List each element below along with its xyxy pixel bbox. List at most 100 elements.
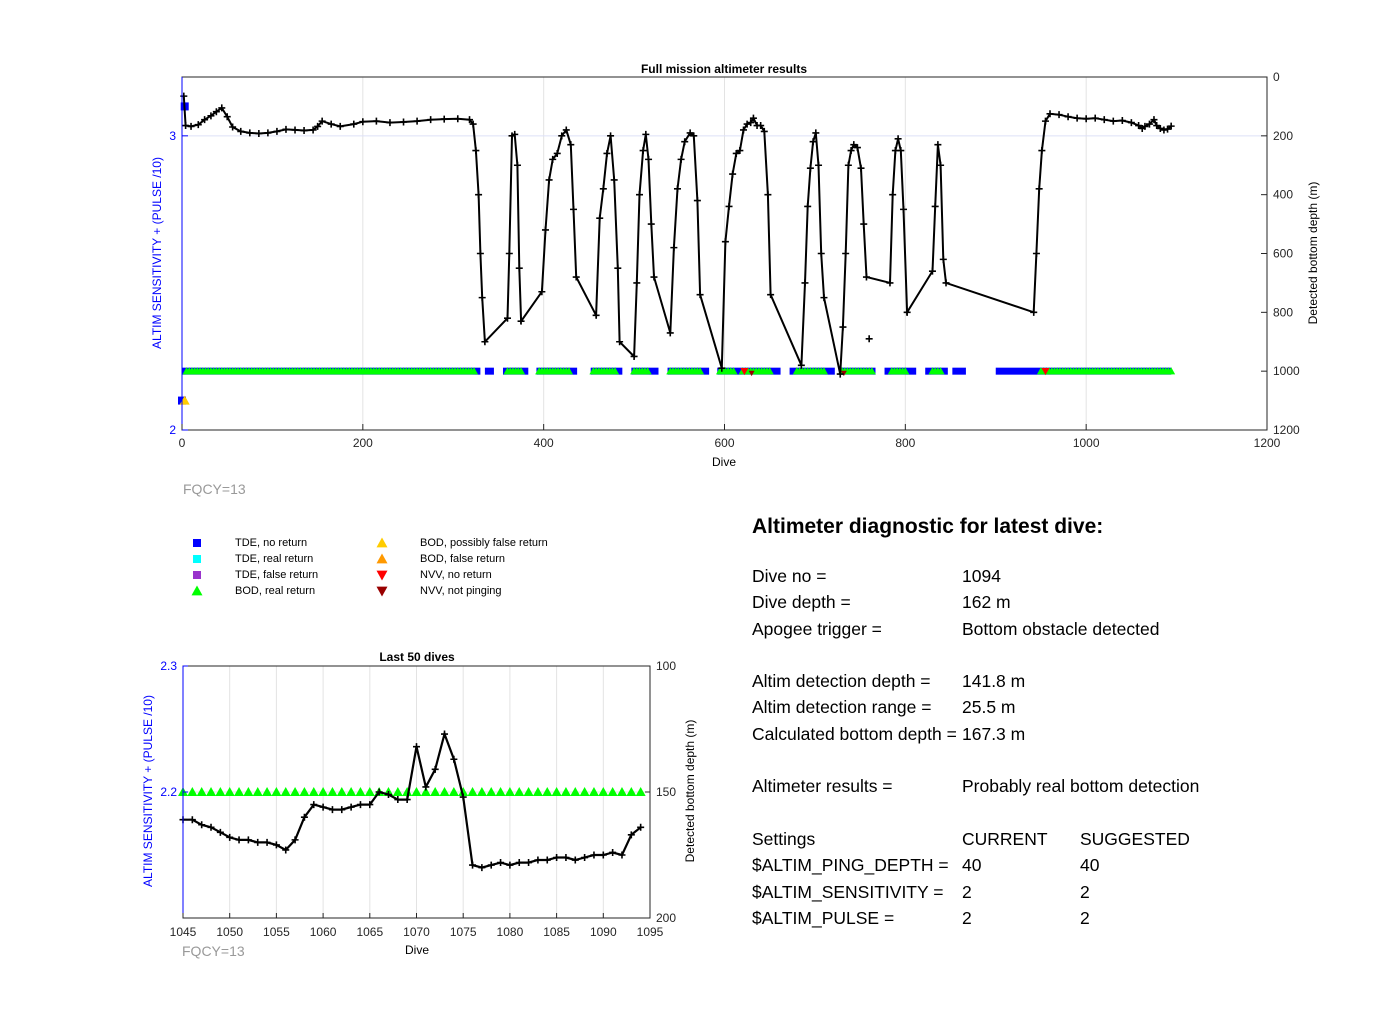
small-x-tick-label: 1080 — [497, 925, 524, 939]
depth-point — [549, 155, 557, 163]
depth-point — [1100, 116, 1108, 124]
depth-point — [372, 117, 380, 125]
square-marker-icon — [193, 571, 201, 579]
small-depth-point — [226, 833, 234, 841]
depth-point — [475, 191, 483, 199]
bod-real-return-marker — [570, 787, 581, 796]
legend-swatch — [376, 570, 388, 581]
main-right-tick-label: 400 — [1273, 188, 1293, 202]
small-depth-point — [534, 856, 542, 864]
depth-point — [757, 122, 765, 130]
small-depth-point — [272, 841, 280, 849]
main-x-label: Dive — [712, 455, 736, 469]
depth-point — [1153, 122, 1161, 130]
depth-point — [592, 311, 600, 319]
depth-point — [511, 130, 519, 138]
small-depth-point — [207, 823, 215, 831]
depth-point — [931, 202, 939, 210]
diag-row-detection-depth: Altim detection depth = 141.8 m — [752, 671, 1026, 692]
tde-no-return-marker — [952, 367, 966, 375]
bod-real-return-marker — [318, 787, 329, 796]
bod-real-return-marker — [1167, 367, 1176, 375]
depth-point — [427, 116, 435, 124]
small-depth-point — [581, 854, 589, 862]
depth-point — [1030, 308, 1038, 316]
depth-point — [264, 129, 272, 137]
legend-swatch — [376, 586, 388, 597]
depth-point — [693, 197, 701, 205]
depth-point — [1073, 114, 1081, 122]
depth-point — [603, 149, 611, 157]
bod-real-return-marker — [196, 787, 207, 796]
small-depth-point — [553, 854, 561, 862]
bod-real-return-marker — [262, 787, 273, 796]
small-depth-point — [328, 806, 336, 814]
diag-row-altimeter-results: Altimeter results = Probably real bottom … — [752, 776, 1200, 797]
depth-point — [327, 120, 335, 128]
bod-real-return-marker — [504, 787, 515, 796]
diag-row-dive-depth: Dive depth = 162 m — [752, 592, 1011, 613]
small-depth-point — [198, 821, 206, 829]
depth-point — [815, 161, 823, 169]
bod-real-return-marker — [439, 787, 450, 796]
small-x-tick-label: 1065 — [356, 925, 383, 939]
small-x-tick-label: 1070 — [403, 925, 430, 939]
depth-point — [673, 185, 681, 193]
bod-real-return-marker — [411, 787, 422, 796]
small-depth-point — [487, 861, 495, 869]
depth-point — [207, 112, 215, 120]
nvv-not-pinging-marker — [840, 370, 847, 377]
depth-point — [309, 126, 317, 134]
depth-point — [1041, 117, 1049, 125]
depth-point — [743, 120, 751, 128]
depth-point — [505, 250, 513, 257]
depth-point — [844, 161, 852, 169]
depth-point — [545, 176, 553, 184]
small-depth-point — [356, 801, 364, 809]
depth-point — [300, 127, 308, 135]
depth-point — [633, 279, 641, 287]
depth-point — [1038, 147, 1046, 155]
depth-point — [570, 205, 578, 213]
depth-point — [839, 323, 847, 331]
depth-point — [599, 185, 607, 193]
small-left-y-label: ALTIM SENSITIVITY + (PULSE /10) — [141, 695, 155, 887]
small-depth-point — [291, 836, 299, 844]
small-depth-point — [627, 831, 635, 839]
bod-real-return-marker — [564, 367, 573, 375]
depth-point — [610, 176, 618, 184]
depth-point — [481, 338, 489, 346]
depth-point — [218, 104, 226, 112]
depth-point — [934, 141, 942, 149]
depth-point — [865, 335, 873, 343]
bod-real-return-marker — [187, 787, 198, 796]
small-depth-point — [254, 838, 262, 846]
bod-real-return-marker — [224, 787, 235, 796]
setting-sensitivity: $ALTIM_SENSITIVITY = 2 2 — [752, 881, 1090, 902]
depth-point — [809, 138, 817, 146]
small-depth-point — [571, 856, 579, 864]
small-fqcy-label: FQCY=13 — [182, 943, 245, 959]
depth-point — [647, 220, 655, 228]
depth-point — [1156, 124, 1164, 132]
depth-point — [847, 147, 855, 155]
bod-real-return-marker — [271, 787, 282, 796]
depth-point — [1091, 114, 1099, 122]
depth-point — [749, 114, 757, 122]
depth-point — [246, 129, 254, 137]
depth-point — [677, 155, 685, 163]
depth-point — [900, 205, 908, 213]
diagnostic-panel: Altimeter diagnostic for latest dive: Di… — [752, 515, 1382, 931]
depth-point — [440, 115, 448, 123]
small-depth-point — [497, 859, 505, 867]
depth-point — [478, 294, 486, 302]
bod-real-return-marker — [579, 787, 590, 796]
small-depth-point — [469, 861, 477, 869]
depth-point — [187, 122, 195, 130]
bod-real-return-marker — [364, 787, 375, 796]
depth-point — [670, 244, 678, 252]
main-right-tick-label: 200 — [1273, 129, 1293, 143]
diag-row-detection-range: Altim detection range = 25.5 m — [752, 697, 1016, 718]
small-depth-point — [609, 848, 617, 856]
depth-point — [690, 132, 698, 140]
